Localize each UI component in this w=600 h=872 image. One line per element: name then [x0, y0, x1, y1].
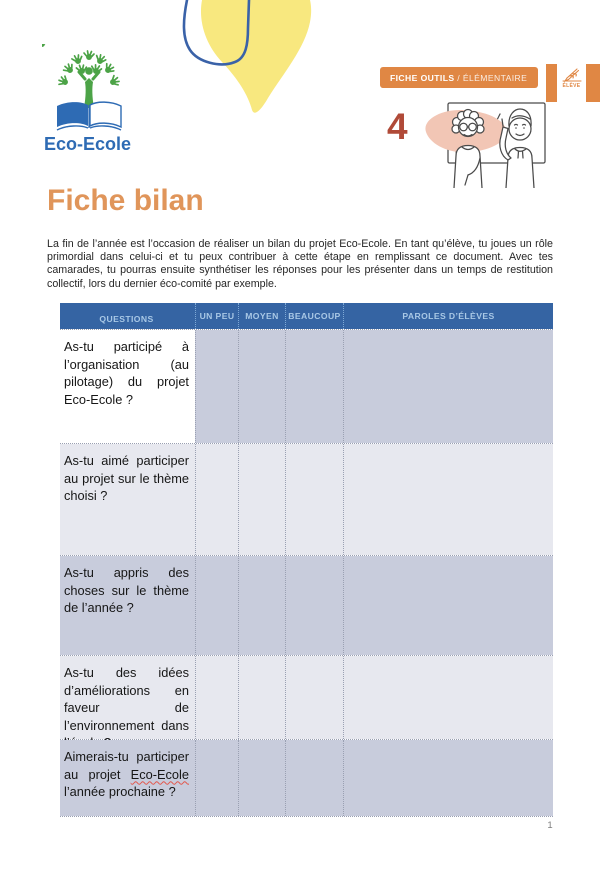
- students-illustration: [425, 102, 546, 188]
- paroles-cell: [343, 556, 553, 655]
- banner-light-label: ÉLÉMENTAIRE: [462, 72, 528, 83]
- eco-ecole-logo-text: Eco-Ecole: [44, 134, 132, 154]
- answer-cell-beaucoup: [285, 656, 343, 739]
- th-un-peu: UN PEU: [195, 303, 238, 329]
- table-row: As-tu des idées d’améliorations en faveu…: [60, 655, 553, 750]
- left-student: [451, 108, 485, 188]
- answer-cell-un-peu: [195, 444, 238, 555]
- tab-orange-bar-right: [586, 64, 600, 102]
- spellcheck-word: Eco-Ecole: [130, 766, 189, 782]
- writing-hand-icon: [561, 68, 582, 82]
- intro-paragraph: La fin de l’année est l’occasion de réal…: [47, 238, 553, 290]
- blue-loop-decoration: [182, 0, 251, 66]
- yellow-blob-decoration: [200, 0, 312, 113]
- question-text-after: l’année prochaine ?: [64, 784, 176, 800]
- answer-cell-beaucoup: [285, 556, 343, 655]
- paroles-cell: [343, 656, 553, 739]
- paroles-cell: [343, 740, 553, 816]
- table-header-row: QUESTIONS UN PEU MOYEN BEAUCOUP PAROLES …: [60, 303, 553, 329]
- page-title: Fiche bilan: [47, 184, 204, 217]
- tab-orange-bar-left: [546, 64, 557, 102]
- question-text-before: Aimerais-tu participer au projet: [64, 749, 189, 782]
- answer-cell-un-peu: [195, 330, 238, 443]
- eleve-tab: ÉLÈVE: [557, 64, 586, 102]
- question-cell: Aimerais-tu participer au projet Eco-Eco…: [60, 740, 195, 816]
- table-row: As-tu appris des choses sur le thème de …: [60, 555, 553, 655]
- eco-ecole-logo: Eco-Ecole: [42, 44, 142, 162]
- bilan-table: QUESTIONS UN PEU MOYEN BEAUCOUP PAROLES …: [60, 303, 553, 817]
- page-number: 1: [547, 820, 553, 831]
- answer-cell-moyen: [238, 444, 285, 555]
- answer-cell-moyen: [238, 656, 285, 739]
- th-beaucoup: BEAUCOUP: [285, 303, 343, 329]
- eleve-tab-label: ÉLÈVE: [562, 83, 581, 89]
- th-moyen: MOYEN: [238, 303, 285, 329]
- question-cell: As-tu aimé participer au projet sur le t…: [60, 444, 195, 555]
- table-row: As-tu participé à l’organisation (au pil…: [60, 329, 553, 443]
- question-cell: As-tu appris des choses sur le thème de …: [60, 556, 195, 655]
- table-row: As-tu aimé participer au projet sur le t…: [60, 443, 553, 555]
- banner-separator: /: [454, 72, 463, 83]
- answer-cell-beaucoup: [285, 444, 343, 555]
- th-paroles-d-eleves: PAROLES D’ÉLÈVES: [343, 303, 553, 329]
- banner-bold-label: FICHE OUTILS: [390, 72, 455, 83]
- answer-cell-un-peu: [195, 740, 238, 816]
- sheet-number: 4: [387, 106, 408, 147]
- th-questions: QUESTIONS: [99, 314, 154, 325]
- paroles-cell: [343, 444, 553, 555]
- answer-cell-moyen: [238, 740, 285, 816]
- answer-cell-un-peu: [195, 656, 238, 739]
- question-cell: As-tu des idées d’améliorations en faveu…: [60, 656, 195, 750]
- answer-cell-beaucoup: [285, 330, 343, 443]
- question-cell: As-tu participé à l’organisation (au pil…: [60, 330, 195, 443]
- eco-ecole-logo-icon: [42, 44, 122, 131]
- table-row: Aimerais-tu participer au projet Eco-Eco…: [60, 739, 553, 817]
- right-student: [499, 108, 535, 188]
- answer-cell-un-peu: [195, 556, 238, 655]
- answer-cell-moyen: [238, 556, 285, 655]
- answer-cell-beaucoup: [285, 740, 343, 816]
- answer-cell-moyen: [238, 330, 285, 443]
- paroles-cell: [343, 330, 553, 443]
- fiche-outils-banner: FICHE OUTILS / ÉLÉMENTAIRE: [380, 67, 538, 88]
